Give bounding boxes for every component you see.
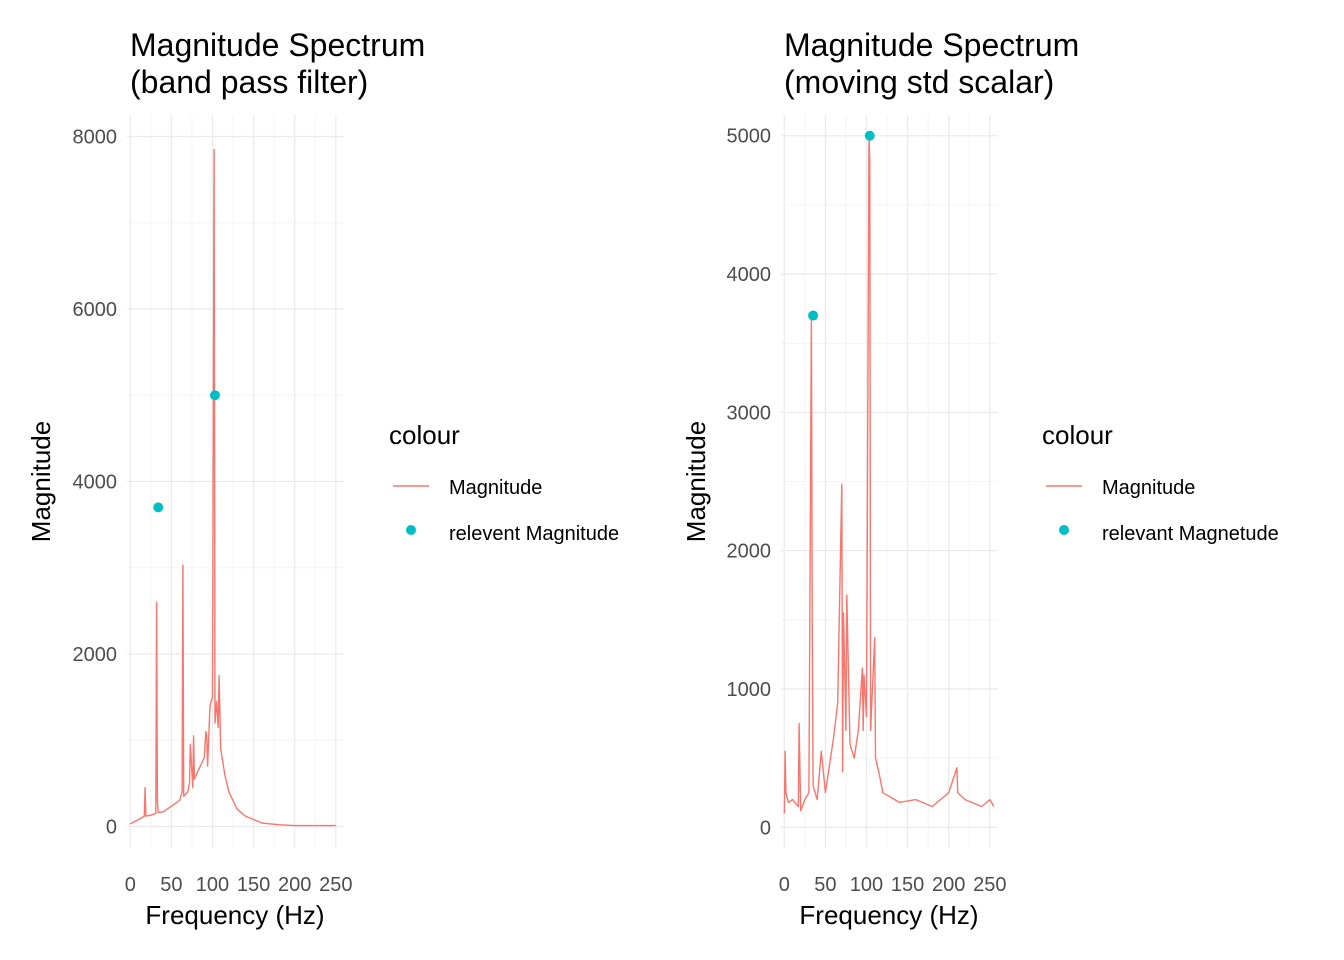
- chart-2-legend-title: colour: [1042, 420, 1113, 450]
- chart-2-x-tick-label: 200: [932, 874, 965, 896]
- chart-1-legend-title: colour: [389, 420, 460, 450]
- chart-1-title-line: (band pass filter): [130, 64, 368, 100]
- chart-1-y-tick-label: 8000: [73, 127, 118, 149]
- chart-1-legend-label: relevent Magnitude: [449, 523, 619, 545]
- chart-1-legend: colour Magnitude relevent Magnitude: [389, 420, 619, 545]
- chart-1-title-line: Magnitude Spectrum: [130, 27, 425, 63]
- chart-2-x-tick-label: 250: [973, 874, 1006, 896]
- chart-1-y-tick-label: 6000: [73, 299, 118, 321]
- chart-1-y-tick-label: 2000: [73, 644, 118, 666]
- chart-1-x-tick-label: 50: [160, 874, 182, 896]
- chart-1-relevant-point: [209, 390, 220, 401]
- chart-1-y-tick-label: 0: [106, 816, 117, 838]
- chart-2-x-axis-title: Frequency (Hz): [799, 900, 978, 930]
- chart-2-y-tick-label: 1000: [727, 679, 772, 701]
- chart-2-legend-label: relevant Magnetude: [1102, 523, 1279, 545]
- chart-2-magnitude-line: [783, 134, 995, 814]
- chart-2: 0 50 100 150 200 250 0 1000 2000 3000 4000 5000 Magn…: [681, 27, 1279, 930]
- chart-2-legend: colour Magnitude relevant Magnetude: [1042, 420, 1279, 545]
- chart-2-relevant-point: [808, 310, 819, 321]
- chart-1-x-tick-label: 100: [196, 874, 229, 896]
- chart-1-x-tick-label: 0: [125, 874, 136, 896]
- chart-1-x-tick-label: 150: [237, 874, 270, 896]
- chart-1-legend-key-point: [406, 525, 416, 535]
- chart-2-y-tick-label: 5000: [727, 126, 772, 148]
- chart-1-x-tick-label: 200: [278, 874, 311, 896]
- chart-2-title-line: (moving std scalar): [784, 64, 1054, 100]
- chart-1: 0 50 100 150 200 250 0 2000 4000 6000 8000 Magnitud…: [26, 27, 619, 930]
- chart-1-magnitude-line: [129, 148, 336, 827]
- chart-1-x-axis-title: Frequency (Hz): [145, 900, 324, 930]
- chart-2-title-line: Magnitude Spectrum: [784, 27, 1079, 63]
- chart-2-y-tick-label: 2000: [727, 541, 772, 563]
- chart-2-legend-label: Magnitude: [1102, 477, 1195, 499]
- chart-2-y-tick-label: 4000: [727, 264, 772, 286]
- chart-1-legend-label: Magnitude: [449, 477, 542, 499]
- chart-2-x-tick-label: 150: [891, 874, 924, 896]
- chart-2-y-tick-label: 0: [760, 817, 771, 839]
- chart-2-y-tick-label: 3000: [727, 402, 772, 424]
- chart-2-x-tick-label: 100: [850, 874, 883, 896]
- chart-2-legend-key-point: [1059, 525, 1069, 535]
- chart-2-x-tick-label: 0: [779, 874, 790, 896]
- chart-1-y-tick-label: 4000: [73, 472, 118, 494]
- chart-1-y-axis-title: Magnitude: [26, 421, 56, 542]
- chart-1-relevant-point: [153, 502, 164, 513]
- chart-1-x-tick-label: 250: [319, 874, 352, 896]
- chart-2-x-tick-label: 50: [814, 874, 836, 896]
- chart-2-y-axis-title: Magnitude: [681, 421, 711, 542]
- chart-2-relevant-point: [864, 130, 875, 141]
